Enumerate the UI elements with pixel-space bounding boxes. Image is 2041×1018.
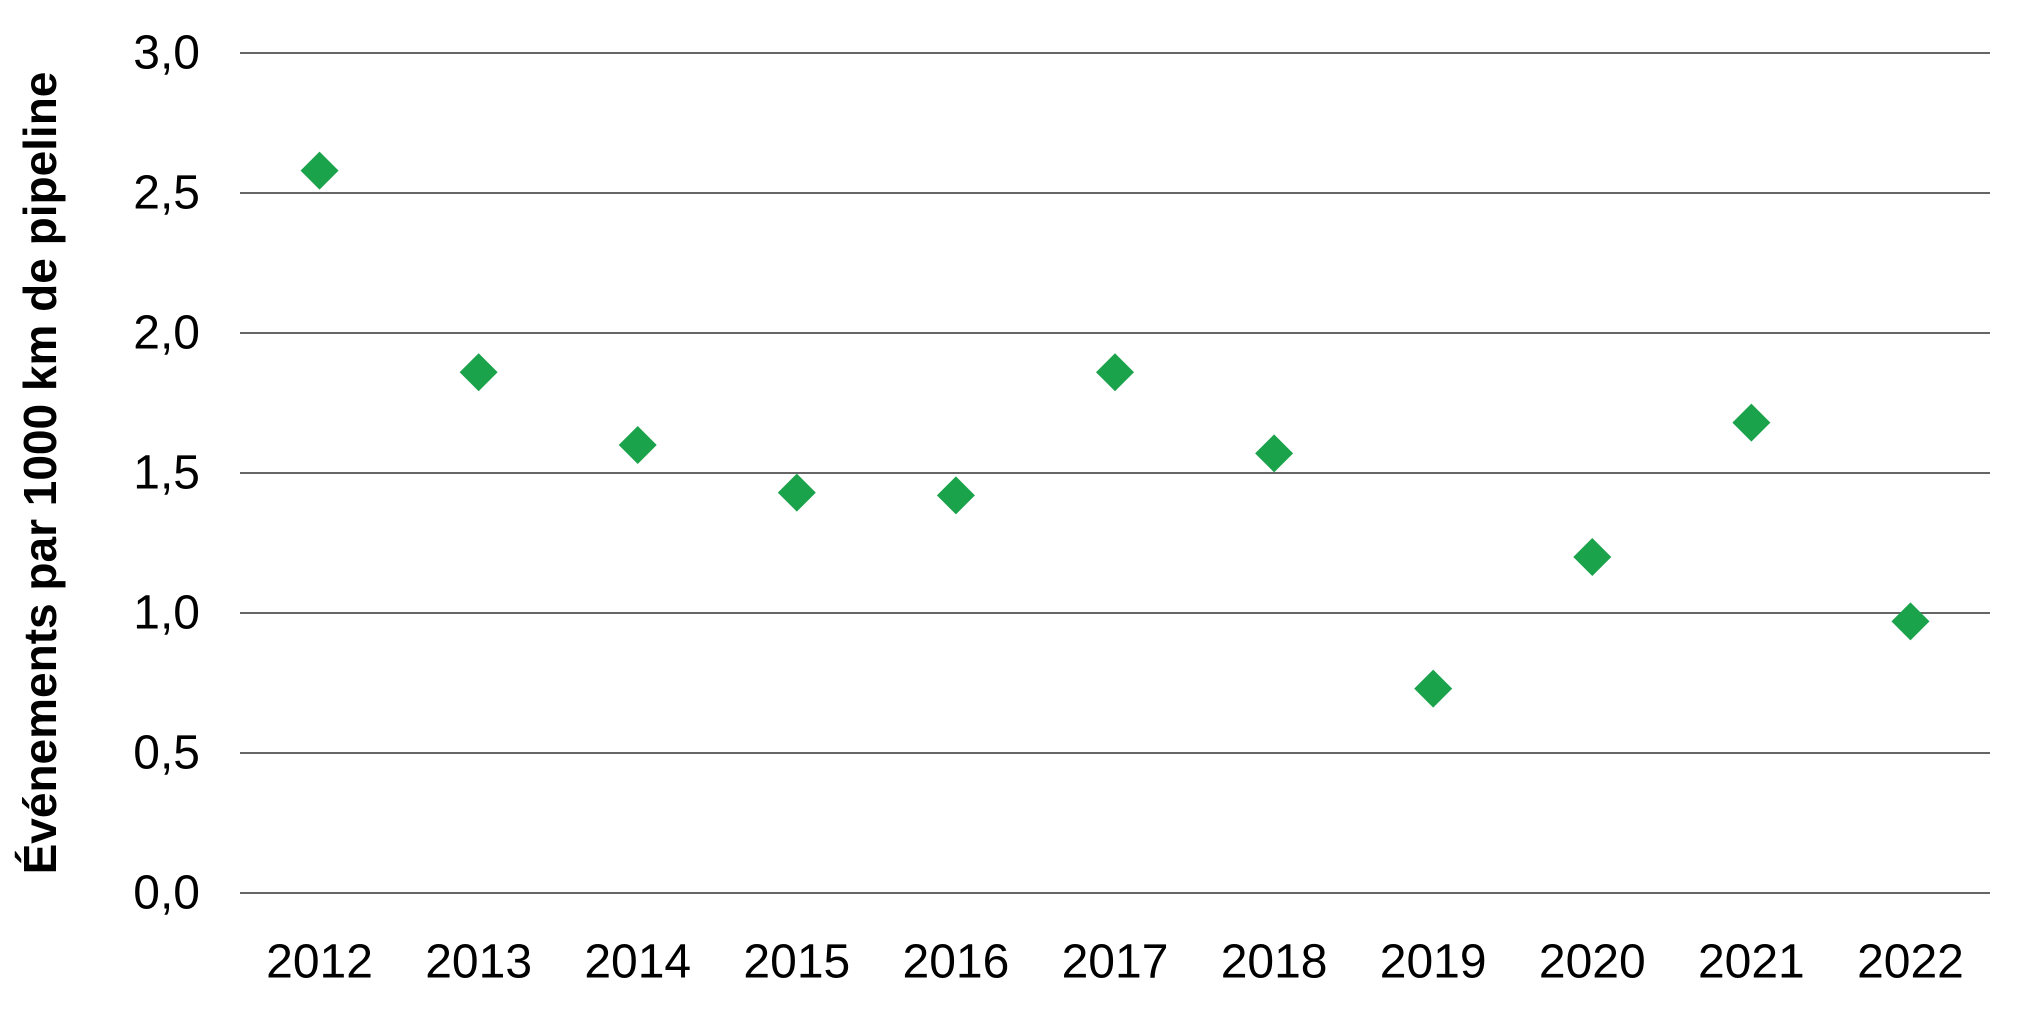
data-point-2018 (1255, 434, 1294, 473)
y-tick-label-1,5: 1,5 (133, 447, 200, 500)
y-tick-label-3,0: 3,0 (133, 27, 200, 80)
x-tick-labels: 2012 2013 2014 2015 2016 2017 2018 2019 2020 2021… (266, 936, 1964, 989)
data-points (300, 151, 1930, 708)
data-point-2015 (777, 473, 816, 512)
y-tick-label-0,0: 0,0 (133, 867, 200, 920)
data-point-2021 (1732, 403, 1771, 442)
data-point-2013 (459, 353, 498, 392)
y-tick-label-2,5: 2,5 (133, 167, 200, 220)
data-point-2012 (300, 151, 339, 190)
x-tick-label-2017: 2017 (1062, 936, 1169, 989)
x-tick-label-2021: 2021 (1698, 936, 1805, 989)
x-tick-label-2012: 2012 (266, 936, 373, 989)
data-point-2022 (1891, 602, 1930, 641)
x-tick-label-2019: 2019 (1380, 936, 1487, 989)
y-tick-label-2,0: 2,0 (133, 307, 200, 360)
x-tick-label-2020: 2020 (1539, 936, 1646, 989)
y-tick-labels: 0,0 0,5 1,0 1,5 2,0 2,5 3,0 (133, 27, 200, 920)
data-point-2017 (1096, 353, 1134, 392)
y-tick-label-0,5: 0,5 (133, 727, 200, 780)
data-point-2016 (936, 476, 975, 515)
gridlines (240, 52, 1990, 894)
x-tick-label-2015: 2015 (743, 936, 850, 989)
y-tick-label-1,0: 1,0 (133, 587, 200, 640)
x-tick-label-2013: 2013 (425, 936, 532, 989)
x-tick-label-2016: 2016 (903, 936, 1010, 989)
x-tick-label-2022: 2022 (1857, 936, 1964, 989)
x-tick-label-2018: 2018 (1221, 936, 1328, 989)
data-point-2014 (618, 426, 657, 464)
data-point-2020 (1573, 538, 1612, 576)
data-point-2019 (1414, 669, 1453, 708)
x-tick-label-2014: 2014 (584, 936, 691, 989)
